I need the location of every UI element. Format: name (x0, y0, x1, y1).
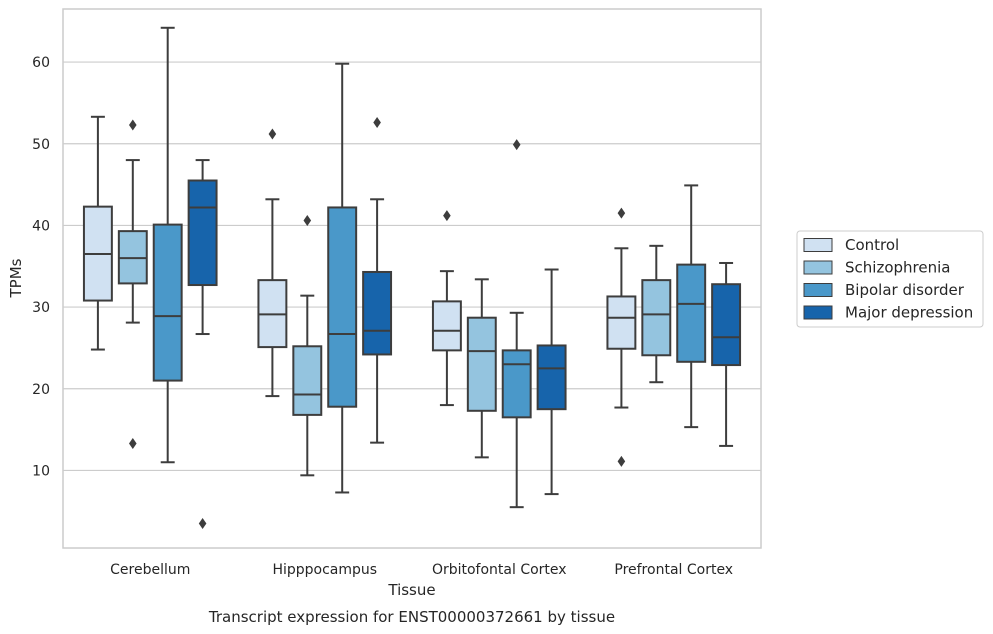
outlier-point (617, 455, 626, 467)
legend-label: Major depression (845, 304, 973, 322)
iqr-box (466, 316, 497, 412)
outlier-point (129, 119, 137, 131)
box-control (606, 207, 637, 467)
iqr-box (292, 345, 323, 416)
box-bipolar-disorder (501, 139, 532, 509)
iqr-box (606, 295, 637, 350)
iqr-box (536, 344, 567, 411)
plot-frame (62, 8, 762, 549)
legend-swatch (803, 238, 833, 252)
x-tick-labels: Cerebellum Hipppocampus Orbitofontal Corte… (110, 562, 733, 578)
iqr-box (187, 179, 218, 287)
y-axis-label: TPMs (7, 258, 25, 298)
box-schizophrenia (641, 244, 672, 384)
y-tick-label: 60 (32, 55, 50, 71)
box-bipolar-disorder (152, 26, 183, 464)
chart-caption: Transcript expression for ENST0000037266… (208, 608, 615, 626)
legend-swatch (803, 283, 833, 297)
box-major-depression (711, 261, 742, 447)
legend-swatch (803, 260, 833, 275)
outlier-point (512, 139, 521, 151)
x-tick-label: Hipppocampus (272, 562, 377, 578)
legend: Control Schizophrenia Bipolar disorder Majo… (796, 230, 984, 328)
legend-label: Bipolar disorder (845, 281, 965, 299)
legend-label: Control (845, 236, 899, 254)
x-tick-label: Prefrontal Cortex (614, 562, 733, 578)
box-schizophrenia (466, 278, 497, 459)
y-tick-label: 30 (32, 300, 50, 316)
boxes (82, 26, 742, 529)
outlier-point (373, 117, 381, 129)
box-schizophrenia (292, 215, 323, 477)
outlier-point (268, 128, 277, 140)
y-tick-label: 10 (32, 463, 50, 479)
box-bipolar-disorder (676, 184, 707, 429)
box-major-depression (362, 117, 393, 444)
legend-swatch (803, 305, 833, 320)
outlier-point (129, 437, 137, 449)
box-control (82, 115, 113, 351)
outlier-point (303, 215, 312, 227)
iqr-box (431, 300, 462, 352)
x-axis-label: Tissue (387, 581, 435, 599)
outlier-point (198, 518, 207, 529)
outlier-point (617, 207, 626, 219)
iqr-box (676, 263, 707, 363)
legend-frame (796, 230, 984, 328)
box-major-depression (187, 159, 218, 529)
iqr-box (362, 270, 393, 356)
y-tick-label: 50 (32, 137, 50, 153)
iqr-box (152, 223, 183, 382)
y-tick-label: 40 (32, 218, 50, 234)
outlier-point (443, 210, 451, 222)
box-major-depression (536, 268, 567, 496)
legend-label: Schizophrenia (845, 259, 950, 277)
box-control (431, 210, 462, 407)
box-bipolar-disorder (327, 62, 358, 494)
x-tick-label: Cerebellum (110, 562, 190, 578)
y-tick-labels: 10 20 30 40 50 60 (32, 55, 50, 479)
iqr-box (711, 283, 742, 367)
box-schizophrenia (117, 119, 148, 449)
box-control (257, 128, 288, 398)
iqr-box (327, 206, 358, 408)
iqr-box (501, 349, 532, 419)
x-tick-label: Orbitofontal Cortex (432, 562, 567, 578)
iqr-box (641, 279, 672, 357)
y-tick-label: 20 (32, 382, 50, 398)
